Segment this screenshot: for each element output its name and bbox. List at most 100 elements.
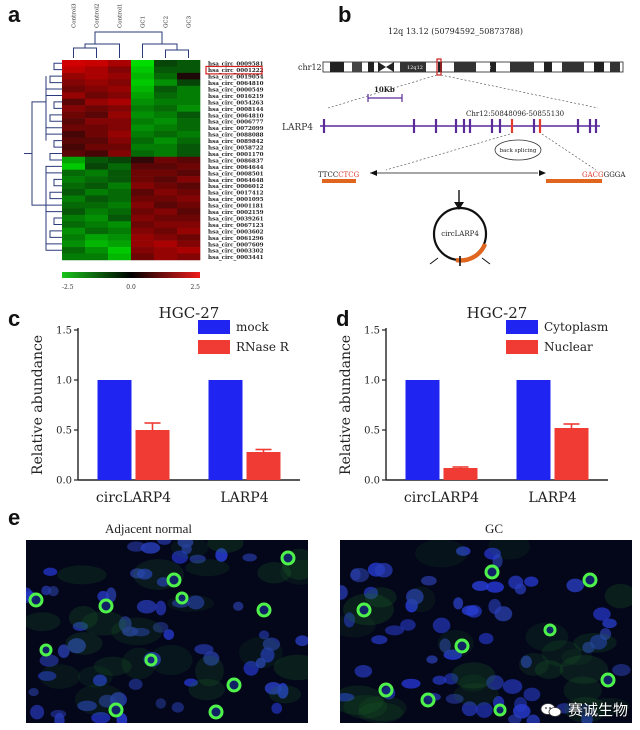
cytoplasm-haze bbox=[340, 614, 376, 638]
heatmap-cell bbox=[62, 240, 86, 248]
heatmap-cell bbox=[62, 111, 86, 119]
cytoplasm-haze bbox=[77, 666, 113, 688]
nucleus-blob bbox=[486, 581, 504, 593]
gene-label: LARP4 bbox=[282, 123, 313, 133]
cytoplasm-haze bbox=[111, 617, 163, 646]
cytoplasm-haze bbox=[357, 702, 404, 723]
legend-swatch bbox=[198, 320, 230, 334]
heatmap-cell bbox=[177, 182, 201, 190]
nucleus-blob bbox=[260, 647, 275, 663]
heatmap-cell bbox=[131, 189, 155, 196]
watermark-text: 赛诚生物 bbox=[567, 701, 628, 719]
heatmap-cell bbox=[108, 214, 132, 222]
row-label: hsa_circ_0064810 bbox=[208, 113, 264, 119]
heatmap-cell bbox=[62, 72, 86, 80]
nucleus-blob bbox=[439, 638, 451, 653]
row-label: hsa_circ_0088088 bbox=[208, 133, 264, 139]
heatmap-cell bbox=[85, 92, 109, 99]
nucleus-blob bbox=[406, 588, 424, 605]
heatmap-cell bbox=[85, 227, 109, 235]
heatmap-cell bbox=[108, 253, 132, 261]
heatmap-cell bbox=[154, 85, 178, 93]
heatmap-cell bbox=[131, 240, 155, 248]
heatmap-cell bbox=[108, 92, 132, 99]
heatmap-cell bbox=[154, 118, 178, 125]
nucleus-blob bbox=[187, 595, 205, 610]
green-stained-cell bbox=[493, 703, 507, 717]
y-tick-label: 0.0 bbox=[364, 476, 380, 487]
back-splicing-oval bbox=[494, 139, 542, 161]
nucleus-blob bbox=[566, 578, 584, 593]
heatmap-cell bbox=[154, 163, 178, 170]
row-label: hsa_circ_0019054 bbox=[208, 75, 264, 81]
column-dendrogram-branch bbox=[84, 43, 120, 58]
heatmap-cell bbox=[62, 105, 86, 112]
heatmap-cell bbox=[108, 195, 132, 203]
cytoplasm-haze bbox=[57, 565, 107, 585]
nucleus-blob bbox=[255, 657, 266, 669]
heatmap-cell bbox=[62, 92, 86, 99]
heatmap-cell bbox=[131, 92, 155, 99]
row-label: hsa_circ_0064644 bbox=[208, 165, 264, 171]
heatmap-cell bbox=[131, 118, 155, 125]
heatmap-cell bbox=[85, 130, 109, 138]
green-stained-cell bbox=[356, 602, 372, 618]
cytoplasm-haze bbox=[170, 540, 209, 559]
row-label: hsa_circ_0054263 bbox=[208, 100, 264, 106]
chart-title: HGC-27 bbox=[159, 304, 220, 322]
row-label: hsa_circ_0016219 bbox=[208, 94, 264, 100]
cytoplasm-haze bbox=[415, 540, 468, 568]
nucleus-blob bbox=[262, 637, 281, 651]
cytoplasm-haze bbox=[451, 662, 496, 689]
row-dendrogram-branch bbox=[53, 178, 62, 187]
row-label: hsa_circ_0017412 bbox=[208, 191, 264, 197]
heatmap-cell bbox=[177, 253, 201, 261]
cytoplasm-haze bbox=[68, 606, 98, 630]
heatmap-cell bbox=[154, 227, 178, 235]
column-dendrogram-branch bbox=[165, 49, 189, 58]
heatmap-cell bbox=[62, 253, 86, 261]
row-dendrogram-branch bbox=[45, 165, 62, 174]
nucleus-blob bbox=[163, 629, 175, 640]
row-label: hsa_circ_0006777 bbox=[208, 120, 264, 126]
heatmap-cell bbox=[177, 195, 201, 203]
heatmap-cell bbox=[62, 150, 86, 158]
back-splicing-label: back splicing bbox=[500, 148, 537, 154]
row-label: hsa_circ_0001170 bbox=[208, 152, 264, 158]
green-stained-cell bbox=[28, 592, 44, 608]
band-label: 13.2 bbox=[480, 65, 491, 71]
heatmap-cell bbox=[177, 105, 201, 112]
heatmap-cell bbox=[154, 234, 178, 241]
heatmap-cell bbox=[154, 156, 178, 164]
green-stained-cell bbox=[582, 572, 598, 588]
heatmap-cell bbox=[108, 150, 132, 158]
row-dendrogram-branch bbox=[53, 140, 62, 148]
heatmap-cell bbox=[154, 79, 178, 87]
heatmap-cell bbox=[108, 240, 132, 248]
cytoplasm-haze bbox=[93, 656, 132, 676]
heatmap-cell bbox=[108, 234, 132, 241]
y-tick-label: 1.0 bbox=[364, 376, 380, 387]
nucleus-blob bbox=[524, 576, 539, 587]
heatmap-cell bbox=[108, 130, 132, 138]
heatmap-cell bbox=[108, 189, 132, 196]
heatmap-cell bbox=[177, 98, 201, 106]
bar bbox=[246, 452, 281, 480]
row-dendrogram-branch bbox=[49, 230, 62, 238]
heatmap-cell bbox=[154, 72, 178, 80]
heatmap-cell bbox=[108, 137, 132, 145]
heatmap-cell bbox=[131, 130, 155, 138]
heatmap-cell bbox=[85, 105, 109, 112]
legend-swatch bbox=[506, 320, 538, 334]
nucleus-blob bbox=[140, 542, 161, 554]
row-label: hsa_circ_0001181 bbox=[208, 204, 264, 210]
panel-label-b: b bbox=[338, 2, 352, 27]
nucleus-blob bbox=[514, 697, 528, 713]
micrograph-adjacent-normal bbox=[26, 540, 308, 723]
nucleus-blob bbox=[445, 693, 464, 704]
heatmap-cell bbox=[108, 111, 132, 119]
heatmap-cell bbox=[85, 182, 109, 190]
x-tick-label: LARP4 bbox=[220, 490, 268, 506]
cytoplasm-haze bbox=[343, 695, 388, 719]
nucleus-blob bbox=[43, 567, 58, 576]
